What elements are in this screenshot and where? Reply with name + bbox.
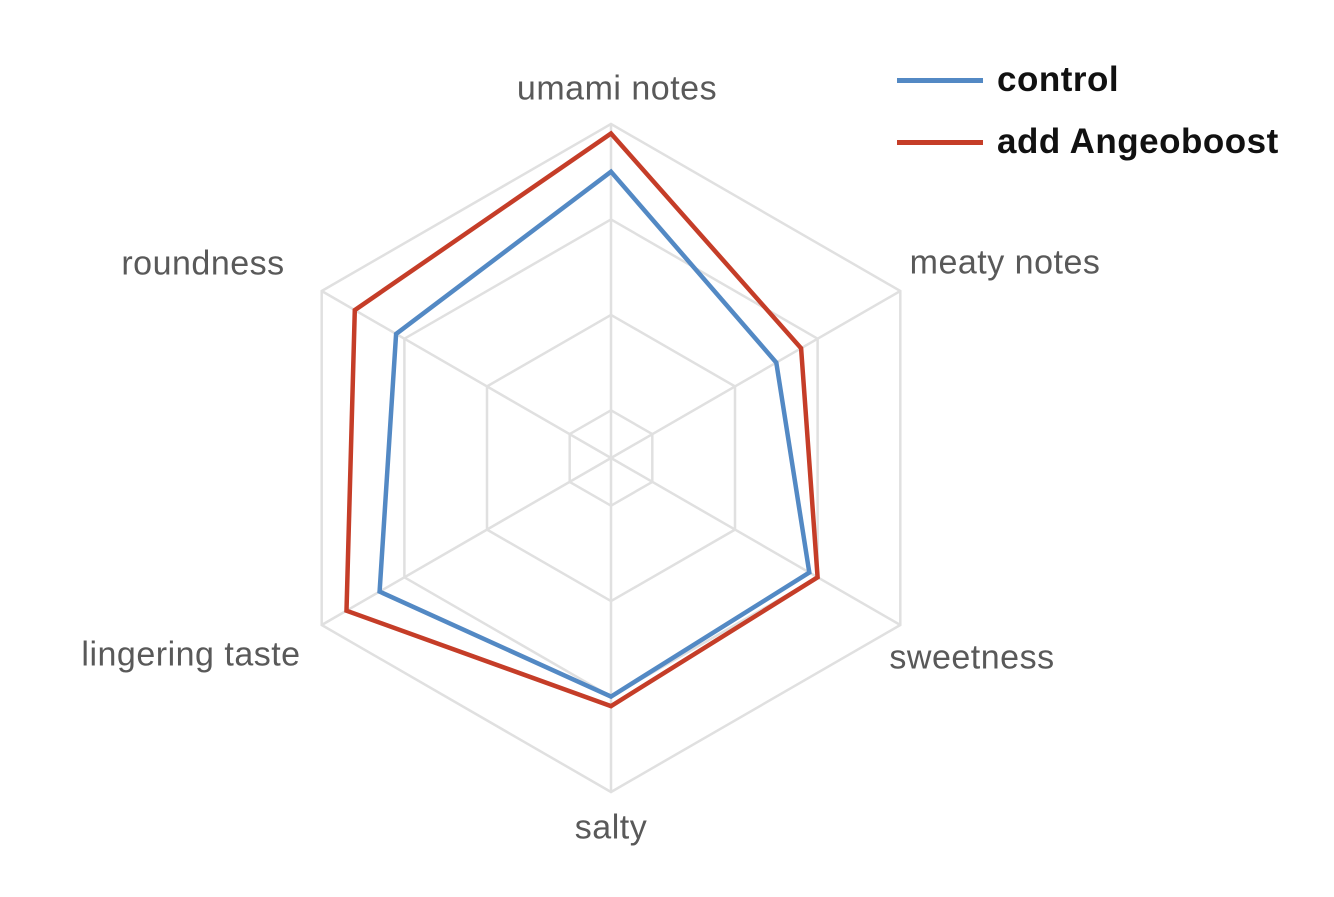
legend-item-control: control — [897, 60, 1119, 100]
axis-label-salty: salty — [574, 808, 648, 847]
legend-line-swatch-control — [897, 77, 983, 83]
axis-spoke-4 — [321, 456, 612, 627]
legend-label-control: control — [997, 60, 1120, 99]
legend-line-swatch-add-angeoboost — [897, 139, 983, 145]
axis-label-roundness: roundness — [121, 244, 285, 283]
axis-label-lingering-taste: lingering taste — [81, 635, 301, 674]
series-line-control — [377, 168, 812, 700]
axis-spoke-5 — [321, 289, 612, 460]
series-line-add-angeoboost — [344, 130, 820, 709]
legend-label-add-angeoboost: add Angeoboost — [997, 122, 1279, 161]
axis-label-umami-notes: umami notes — [516, 69, 718, 108]
legend-item-add-angeoboost: add Angeoboost — [897, 122, 1279, 162]
axis-label-meaty-notes: meaty notes — [909, 243, 1101, 282]
axis-spoke-2 — [610, 456, 901, 627]
axis-label-sweetness: sweetness — [889, 638, 1055, 677]
axis-spoke-1 — [610, 289, 901, 460]
